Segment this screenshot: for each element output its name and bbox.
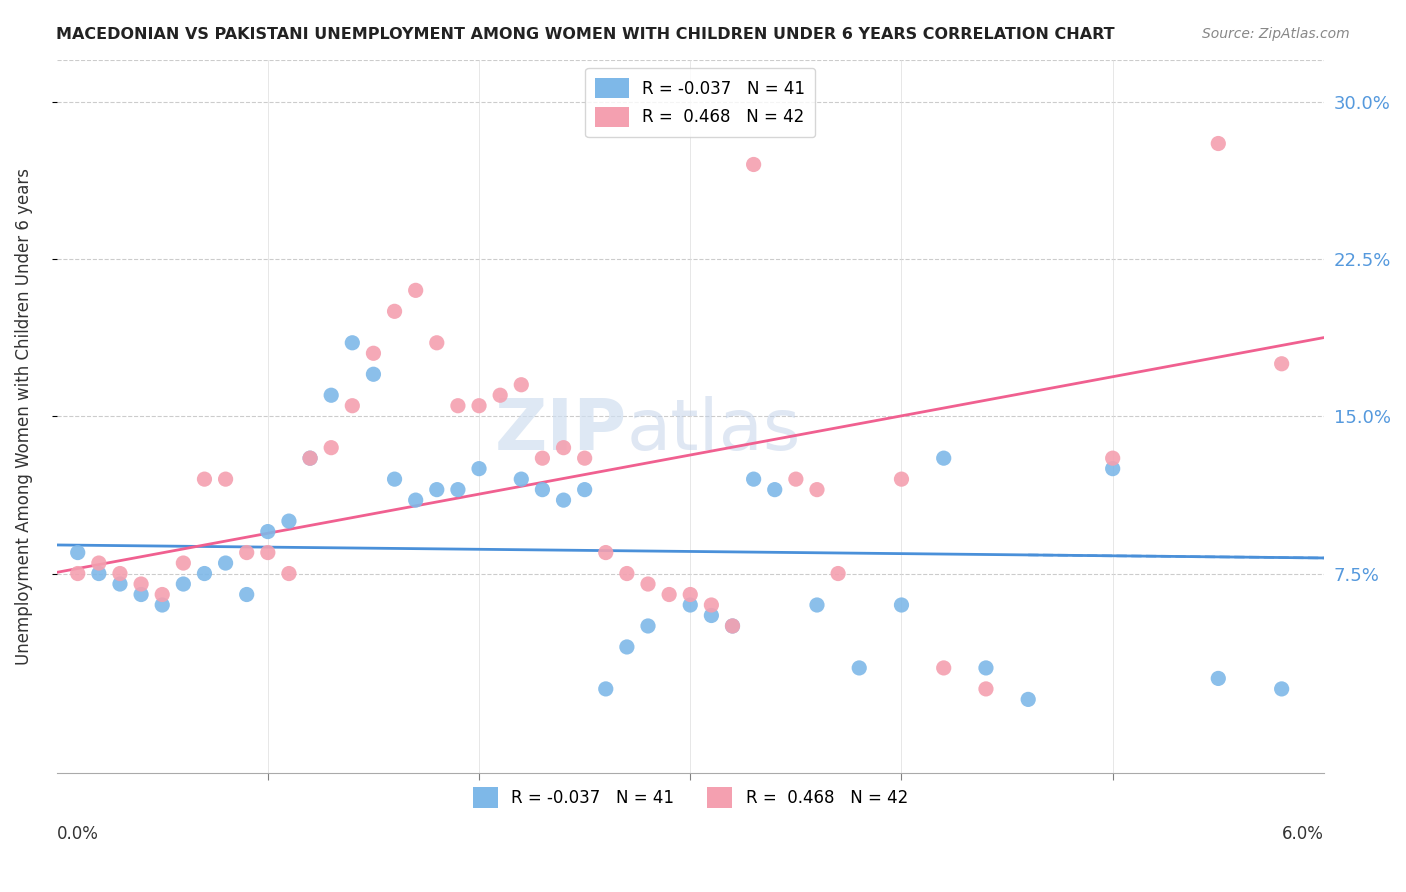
- Point: [342, 399, 364, 413]
- Text: MACEDONIAN VS PAKISTANI UNEMPLOYMENT AMONG WOMEN WITH CHILDREN UNDER 6 YEARS COR: MACEDONIAN VS PAKISTANI UNEMPLOYMENT AMO…: [56, 27, 1115, 42]
- Point: [108, 577, 131, 591]
- Point: [574, 451, 596, 466]
- Point: [531, 483, 554, 497]
- Point: [553, 441, 575, 455]
- Point: [129, 587, 152, 601]
- Point: [932, 451, 955, 466]
- Point: [405, 284, 427, 298]
- Point: [510, 472, 533, 486]
- Point: [129, 577, 152, 591]
- Point: [235, 545, 257, 559]
- Point: [721, 619, 744, 633]
- Point: [1271, 681, 1294, 696]
- Point: [721, 619, 744, 633]
- Point: [363, 346, 385, 360]
- Point: [172, 556, 194, 570]
- Point: [342, 335, 364, 350]
- Point: [510, 377, 533, 392]
- Point: [974, 681, 997, 696]
- Point: [637, 577, 659, 591]
- Point: [256, 524, 278, 539]
- Point: [637, 619, 659, 633]
- Point: [932, 661, 955, 675]
- Point: [426, 483, 449, 497]
- Point: [806, 598, 828, 612]
- Point: [108, 566, 131, 581]
- Point: [384, 472, 406, 486]
- Point: [214, 556, 236, 570]
- Point: [1101, 461, 1123, 475]
- Legend: R = -0.037   N = 41, R =  0.468   N = 42: R = -0.037 N = 41, R = 0.468 N = 42: [465, 780, 914, 814]
- Point: [763, 483, 786, 497]
- Point: [974, 661, 997, 675]
- Y-axis label: Unemployment Among Women with Children Under 6 years: Unemployment Among Women with Children U…: [15, 168, 32, 665]
- Point: [66, 545, 89, 559]
- Point: [447, 399, 470, 413]
- Point: [785, 472, 807, 486]
- Point: [595, 681, 617, 696]
- Point: [278, 514, 301, 528]
- Point: [172, 577, 194, 591]
- Point: [806, 483, 828, 497]
- Text: Source: ZipAtlas.com: Source: ZipAtlas.com: [1202, 27, 1350, 41]
- Point: [278, 566, 301, 581]
- Point: [595, 545, 617, 559]
- Point: [468, 399, 491, 413]
- Point: [468, 461, 491, 475]
- Point: [658, 587, 681, 601]
- Point: [827, 566, 849, 581]
- Point: [616, 640, 638, 654]
- Point: [405, 493, 427, 508]
- Point: [531, 451, 554, 466]
- Point: [447, 483, 470, 497]
- Point: [426, 335, 449, 350]
- Point: [299, 451, 322, 466]
- Point: [150, 587, 173, 601]
- Text: 6.0%: 6.0%: [1282, 825, 1324, 843]
- Point: [66, 566, 89, 581]
- Point: [1017, 692, 1039, 706]
- Point: [1206, 136, 1229, 151]
- Point: [384, 304, 406, 318]
- Point: [553, 493, 575, 508]
- Point: [616, 566, 638, 581]
- Point: [489, 388, 512, 402]
- Point: [1271, 357, 1294, 371]
- Point: [700, 608, 723, 623]
- Point: [742, 472, 765, 486]
- Point: [679, 598, 702, 612]
- Point: [256, 545, 278, 559]
- Point: [1206, 672, 1229, 686]
- Point: [150, 598, 173, 612]
- Point: [299, 451, 322, 466]
- Text: ZIP: ZIP: [495, 396, 627, 465]
- Point: [321, 441, 343, 455]
- Point: [87, 556, 110, 570]
- Point: [1101, 451, 1123, 466]
- Point: [214, 472, 236, 486]
- Point: [321, 388, 343, 402]
- Point: [193, 566, 215, 581]
- Point: [890, 598, 912, 612]
- Point: [363, 368, 385, 382]
- Point: [700, 598, 723, 612]
- Point: [890, 472, 912, 486]
- Point: [574, 483, 596, 497]
- Text: 0.0%: 0.0%: [56, 825, 98, 843]
- Point: [193, 472, 215, 486]
- Point: [235, 587, 257, 601]
- Point: [679, 587, 702, 601]
- Point: [87, 566, 110, 581]
- Point: [742, 157, 765, 171]
- Point: [848, 661, 870, 675]
- Text: atlas: atlas: [627, 396, 801, 465]
